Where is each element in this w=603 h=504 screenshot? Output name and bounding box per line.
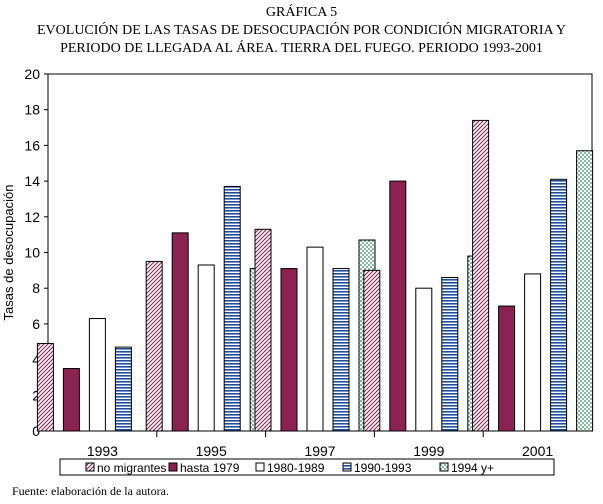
bar-1990-1993-1995 [223, 185, 241, 432]
bar-no-migrantes-2001 [472, 119, 490, 432]
x-tick-label: 1995 [196, 443, 227, 459]
bar-no-migrantes-1999 [363, 269, 381, 432]
y-axis-label: Tasas de desocupación [1, 185, 16, 321]
bar-hasta-1979-1993 [62, 368, 80, 432]
legend-swatch [168, 462, 178, 472]
legend-swatch [85, 462, 95, 472]
bar-hasta-1979-1999 [389, 180, 407, 432]
legend-label: no migrantes [97, 461, 166, 475]
bar-hasta-1979-2001 [498, 305, 516, 432]
bar-1990-1993-1997 [332, 268, 350, 432]
y-tick-label: 0 [32, 423, 40, 439]
y-tick-label: 12 [24, 209, 40, 225]
x-tick-label: 2001 [522, 443, 553, 459]
bar-1980-1989-1993 [88, 318, 106, 432]
x-tick-label: 1993 [87, 443, 118, 459]
y-tick-label: 16 [24, 137, 40, 153]
source-note: Fuente: elaboración de la autora. [12, 484, 169, 498]
y-tick-label: 4 [32, 352, 40, 368]
bar-no-migrantes-1997 [254, 228, 272, 432]
y-tick-label: 14 [24, 173, 40, 189]
bar-no-migrantes-1993 [36, 343, 54, 432]
x-tick-label: 1999 [413, 443, 444, 459]
legend-swatch [342, 462, 352, 472]
bar-hasta-1979-1995 [171, 232, 189, 432]
legend [59, 458, 555, 476]
chart-title-line2: PERIODO DE LLEGADA AL ÁREA. TIERRA DEL F… [60, 41, 543, 56]
y-tick-label: 20 [24, 66, 40, 82]
bar-1980-1989-1997 [306, 246, 324, 432]
y-tick-label: 6 [32, 316, 40, 332]
bar-1990-1993-1993 [114, 346, 132, 432]
bar-1980-1989-2001 [524, 273, 542, 432]
bar-no-migrantes-1995 [145, 260, 163, 432]
bar-chart: 0 2 4 6 8 10 12 14 16 18 20 Tasas de desocupación 19… [1, 66, 594, 476]
y-tick-label: 2 [32, 387, 40, 403]
legend-swatch [255, 462, 265, 472]
bar-1990-1993-2001 [550, 178, 568, 432]
figure-label: GRÁFICA 5 [265, 5, 338, 20]
bar-1980-1989-1999 [415, 287, 433, 432]
bar-1980-1989-1995 [197, 264, 215, 432]
legend-swatch [439, 462, 449, 472]
y-tick-label: 10 [24, 245, 40, 261]
bar-hasta-1979-1997 [280, 268, 298, 432]
legend-label: hasta 1979 [180, 461, 240, 475]
y-tick-label: 8 [32, 280, 40, 296]
chart-title-line1: EVOLUCIÓN DE LAS TASAS DE DESOCUPACIÓN P… [37, 23, 566, 38]
y-tick-label: 18 [24, 102, 40, 118]
legend-label: 1980-1989 [267, 461, 325, 475]
bar-1994-y-2001 [576, 150, 594, 432]
legend-label: 1994 y+ [451, 461, 494, 475]
legend-label: 1990-1993 [354, 461, 412, 475]
bar-1990-1993-1999 [441, 276, 459, 432]
x-tick-label: 1997 [304, 443, 335, 459]
